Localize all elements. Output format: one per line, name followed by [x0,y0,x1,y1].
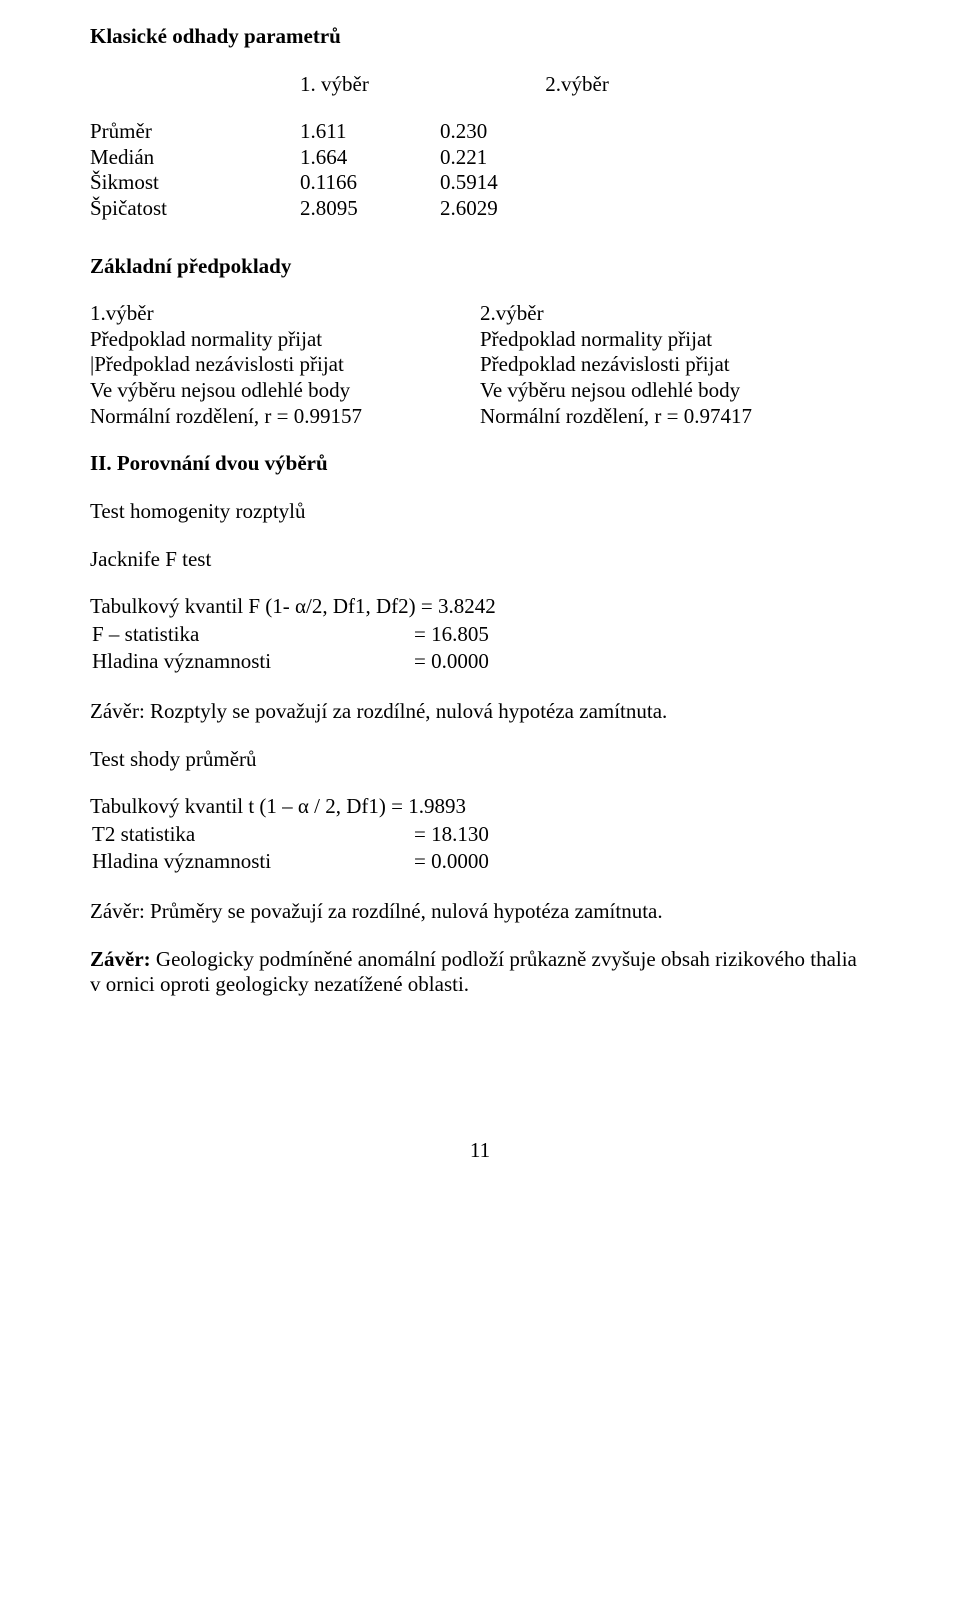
table-row: F – statistika = 16.805 [92,622,489,648]
f-quantile-line: Tabulkový kvantil F (1- α/2, Df1, Df2) =… [90,594,870,620]
assumption-line: Předpoklad nezávislosti přijat [480,352,870,378]
section2-title: II. Porovnání dvou výběrů [90,451,870,477]
assumption-line: Ve výběru nejsou odlehlé body [480,378,870,404]
table-row: Špičatost 2.8095 2.6029 [90,196,560,222]
stats-header-col2: 2.výběr [545,72,609,96]
f-stat-val: = 16.805 [414,622,489,648]
assumptions-title: Základní předpoklady [90,254,870,280]
t-quantile-line: Tabulkový kvantil t (1 – α / 2, Df1) = 1… [90,794,870,820]
f-stat-label: F – statistika [92,622,412,648]
stats-v2: 0.5914 [440,170,560,196]
final-conclusion-bold: Závěr: [90,947,151,971]
jacknife-title: Jacknife F test [90,547,870,573]
stats-label: Průměr [90,119,300,145]
means-title: Test shody průměrů [90,747,870,773]
conclusion-variance: Závěr: Rozptyly se považují za rozdílné,… [90,699,870,725]
table-row: Průměr 1.611 0.230 [90,119,560,145]
table-row: T2 statistika = 18.130 [92,822,489,848]
stats-label: Špičatost [90,196,300,222]
assumption-line: |Předpoklad nezávislosti přijat [90,352,480,378]
assumption-line: Normální rozdělení, r = 0.99157 [90,404,480,430]
t-stat-label: T2 statistika [92,822,412,848]
assumption-right-header: 2.výběr [480,301,870,327]
conclusion-mean: Závěr: Průměry se považují za rozdílné, … [90,899,870,925]
section-title: Klasické odhady parametrů [90,24,870,50]
f-stats-table: F – statistika = 16.805 Hladina významno… [90,620,491,677]
t-stat-val: = 18.130 [414,822,489,848]
assumption-line: Normální rozdělení, r = 0.97417 [480,404,870,430]
assumption-line: Předpoklad normality přijat [90,327,480,353]
assumptions-columns: 1.výběr Předpoklad normality přijat |Pře… [90,301,870,429]
stats-v1: 1.664 [300,145,440,171]
stats-header-col1: 1. výběr [300,72,540,98]
stats-table: Průměr 1.611 0.230 Medián 1.664 0.221 Ši… [90,119,560,221]
stats-v2: 0.230 [440,119,560,145]
stats-label: Medián [90,145,300,171]
t-stat-val: = 0.0000 [414,849,489,875]
table-row: Hladina významnosti = 0.0000 [92,649,489,675]
assumption-line: Předpoklad normality přijat [480,327,870,353]
stats-label: Šikmost [90,170,300,196]
stats-v1: 0.1166 [300,170,440,196]
stats-v1: 1.611 [300,119,440,145]
assumption-left-header: 1.výběr [90,301,480,327]
f-stat-label: Hladina významnosti [92,649,412,675]
stats-v2: 2.6029 [440,196,560,222]
homogeneity-title: Test homogenity rozptylů [90,499,870,525]
f-stat-val: = 0.0000 [414,649,489,675]
final-conclusion: Závěr: Geologicky podmíněné anomální pod… [90,947,870,998]
table-row: Medián 1.664 0.221 [90,145,560,171]
assumption-line: Ve výběru nejsou odlehlé body [90,378,480,404]
stats-header-row: 1. výběr 2.výběr [90,72,870,98]
t-stats-table: T2 statistika = 18.130 Hladina významnos… [90,820,491,877]
final-conclusion-text: Geologicky podmíněné anomální podloží pr… [90,947,857,997]
stats-v2: 0.221 [440,145,560,171]
stats-v1: 2.8095 [300,196,440,222]
t-stat-label: Hladina významnosti [92,849,412,875]
table-row: Hladina významnosti = 0.0000 [92,849,489,875]
page-number: 11 [90,1138,870,1164]
table-row: Šikmost 0.1166 0.5914 [90,170,560,196]
